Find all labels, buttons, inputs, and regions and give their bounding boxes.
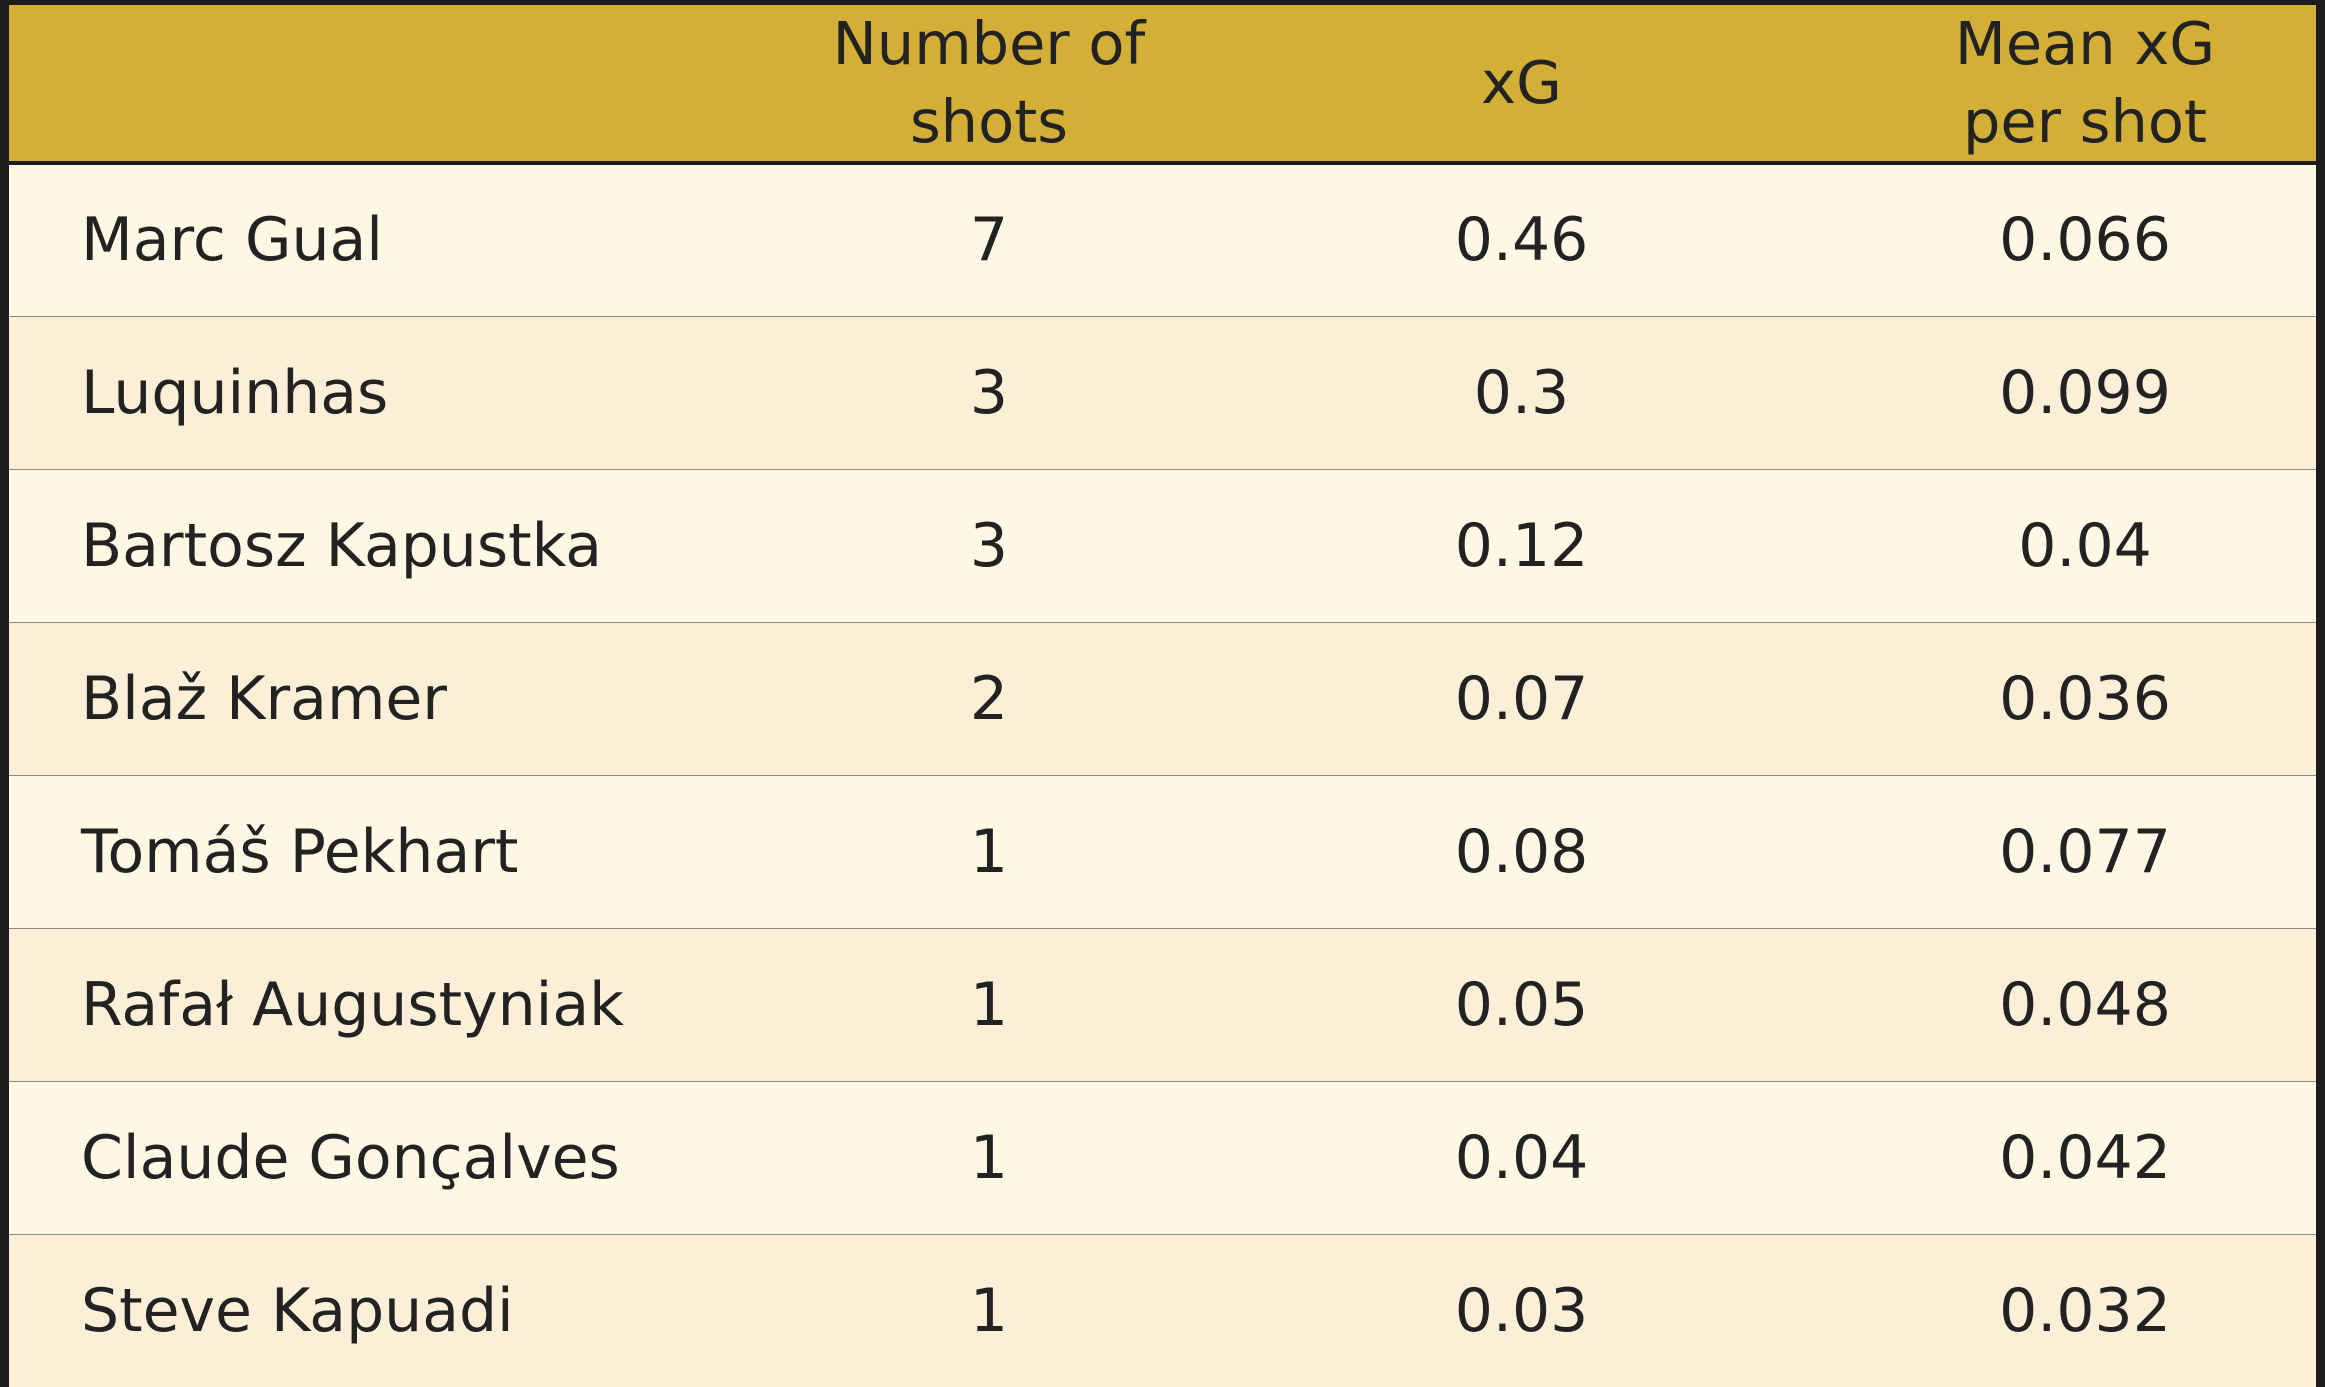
player-name-cell: Luquinhas [9, 315, 789, 469]
xg-cell: 0.46 [1454, 205, 1589, 276]
header-number-of-shots-line-2: shots [909, 87, 1069, 156]
table-row: Bartosz Kapustka 3 0.12 0.04 [9, 468, 2316, 622]
player-name-cell: Steve Kapuadi [9, 1233, 789, 1387]
shots-cell: 2 [789, 621, 1189, 775]
header-number-of-shots: Number of shots [789, 5, 1189, 165]
shots-cell: 1 [789, 1080, 1189, 1234]
player-name-cell: Tomáš Pekhart [9, 774, 789, 928]
xg-cell: 0.05 [1189, 927, 1854, 1081]
player-name-cell: Bartosz Kapustka [9, 468, 789, 622]
shots-cell: 3 [789, 468, 1189, 622]
xg-cell: 0.03 [1189, 1233, 1854, 1387]
mean-xg-cell: 0.066 [1999, 205, 2171, 276]
mean-xg-cell: 0.048 [1854, 927, 2316, 1081]
table-row: Steve Kapuadi 1 0.03 0.032 [9, 1233, 2316, 1387]
header-xg: xG [1189, 5, 1854, 165]
table-row: Claude Gonçalves 1 0.04 0.042 [9, 1080, 2316, 1234]
header-mean-xg-line-1: Mean xG [1954, 9, 2216, 78]
shots-cell: 1 [789, 927, 1189, 1081]
header-xg-line-1: xG [1481, 48, 1562, 117]
player-name-cell: Claude Gonçalves [9, 1080, 789, 1234]
header-mean-xg-line-2: per shot [1962, 87, 2208, 156]
shots-cell: 3 [789, 315, 1189, 469]
table-body: Marc Gual 7 0.46 0.066 Luquinhas 3 0.3 0… [9, 163, 2316, 1387]
xg-cell: 0.04 [1189, 1080, 1854, 1234]
mean-xg-cell: 0.036 [1854, 621, 2316, 775]
player-name-cell: Rafał Augustyniak [9, 927, 789, 1081]
mean-xg-cell: 0.032 [1854, 1233, 2316, 1387]
player-name-cell: Marc Gual [81, 205, 383, 276]
header-mean-xg-per-shot: Mean xG per shot [1854, 5, 2316, 165]
shots-cell: 1 [789, 1233, 1189, 1387]
mean-xg-cell: 0.04 [1854, 468, 2316, 622]
header-row: Number of shots xG Mean xG per shot [9, 5, 2316, 165]
shots-cell: 1 [789, 774, 1189, 928]
mean-xg-cell: 0.077 [1854, 774, 2316, 928]
xg-cell: 0.07 [1189, 621, 1854, 775]
header-player [9, 5, 789, 165]
table-row: Tomáš Pekhart 1 0.08 0.077 [9, 774, 2316, 928]
player-name-cell: Blaž Kramer [9, 621, 789, 775]
shots-cell: 7 [969, 205, 1009, 276]
table-row: Blaž Kramer 2 0.07 0.036 [9, 621, 2316, 775]
table-header: Number of shots xG Mean xG per shot [9, 5, 2316, 165]
xg-cell: 0.12 [1189, 468, 1854, 622]
shots-table: Number of shots xG Mean xG per shot Marc… [9, 5, 2316, 1387]
mean-xg-cell: 0.042 [1854, 1080, 2316, 1234]
table-row: Luquinhas 3 0.3 0.099 [9, 315, 2316, 469]
table-row: Marc Gual 7 0.46 0.066 [9, 163, 2316, 316]
xg-cell: 0.08 [1189, 774, 1854, 928]
header-number-of-shots-line-1: Number of [832, 9, 1146, 78]
mean-xg-cell: 0.099 [1854, 315, 2316, 469]
table-row: Rafał Augustyniak 1 0.05 0.048 [9, 927, 2316, 1081]
xg-cell: 0.3 [1189, 315, 1854, 469]
